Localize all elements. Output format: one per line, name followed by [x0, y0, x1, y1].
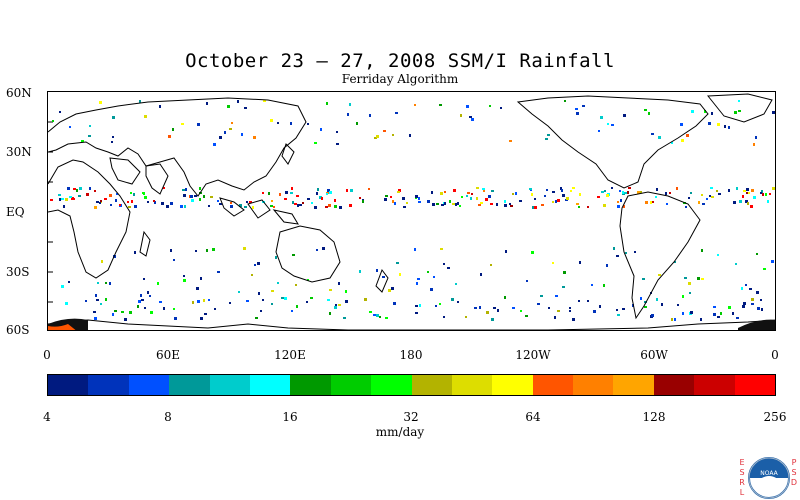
colorbar-segment [613, 375, 654, 395]
colorbar-segment [169, 375, 210, 395]
colorbar-segment [290, 375, 331, 395]
lat-label-30n: 30N [6, 145, 32, 159]
colorbar-tick-128: 128 [642, 410, 666, 424]
colorbar-segment [573, 375, 614, 395]
lon-label-60e: 60E [155, 348, 181, 362]
lon-label-120e: 120E [274, 348, 306, 362]
lon-label-0-west: 0 [43, 348, 51, 362]
lat-label-60n: 60N [6, 86, 32, 100]
coastlines [48, 93, 775, 330]
map-subtitle: Ferriday Algorithm [341, 72, 459, 86]
colorbar-tick-8: 8 [164, 410, 172, 424]
colorbar-segment [694, 375, 735, 395]
lat-label-60s: 60S [6, 323, 30, 337]
colorbar-tick-4: 4 [43, 410, 51, 424]
map-title: October 23 – 27, 2008 SSM/I Rainfall [185, 50, 615, 72]
colorbar-segment [48, 375, 89, 395]
colorbar-segment [653, 375, 695, 395]
lon-label-180: 180 [399, 348, 423, 362]
lon-label-60w: 60W [640, 348, 668, 362]
rainfall-map-canvas [48, 93, 775, 330]
colorbar-segment [249, 375, 291, 395]
colorbar-tick-32: 32 [403, 410, 419, 424]
rainfall-pixels [50, 100, 775, 321]
colorbar-segment [330, 375, 372, 395]
colorbar-segment [411, 375, 452, 395]
colorbar-tick-16: 16 [282, 410, 298, 424]
noaa-emblem-text: NOAA [760, 470, 778, 477]
colorbar-segment [492, 375, 533, 395]
lat-label-eq: EQ [6, 205, 25, 219]
colorbar-tick-256: 256 [763, 410, 787, 424]
rainfall-colorbar [47, 374, 776, 396]
lat-label-30s: 30S [6, 265, 30, 279]
colorbar-segment [532, 375, 574, 395]
colorbar-segment [451, 375, 493, 395]
colorbar-segment [209, 375, 250, 395]
colorbar-units: mm/day [375, 425, 425, 439]
colorbar-segment [128, 375, 170, 395]
lon-label-0-east: 0 [771, 348, 779, 362]
lon-label-120w: 120W [515, 348, 551, 362]
colorbar-segment [371, 375, 412, 395]
colorbar-segment [734, 375, 776, 395]
colorbar-segment [88, 375, 129, 395]
noaa-emblem-icon: NOAA [748, 457, 790, 499]
colorbar-tick-64: 64 [525, 410, 541, 424]
rainfall-map [47, 91, 776, 331]
